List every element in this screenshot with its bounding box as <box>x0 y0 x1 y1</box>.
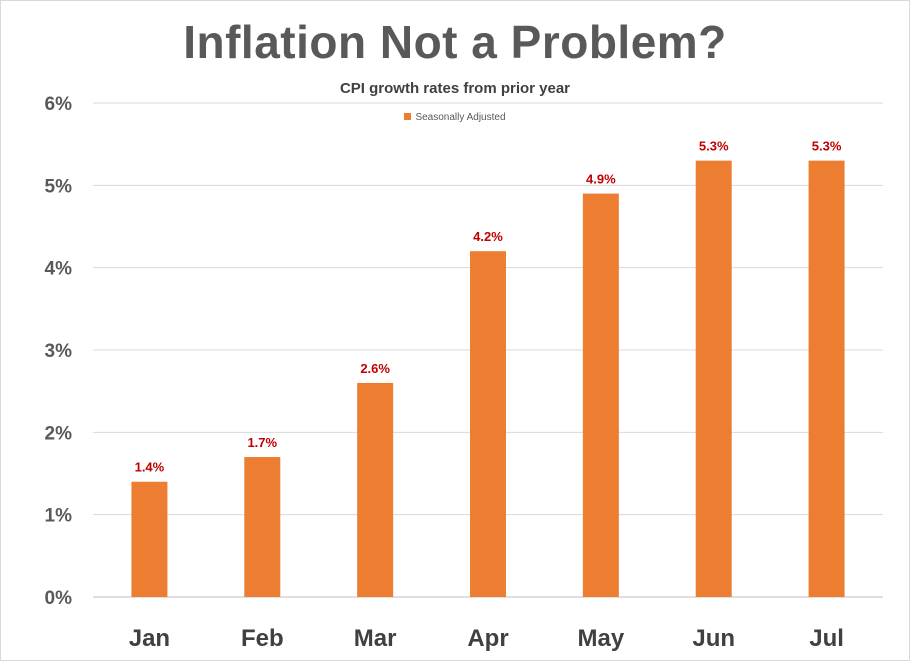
y-tick-label: 2% <box>45 423 73 444</box>
legend-swatch <box>404 113 412 120</box>
data-label: 5.3% <box>699 139 729 154</box>
data-label: 1.7% <box>247 435 277 450</box>
data-label: 4.2% <box>473 229 503 244</box>
data-label: 4.9% <box>586 172 616 187</box>
x-tick-label: Jan <box>129 625 170 652</box>
bar <box>470 251 506 597</box>
chart-title: Inflation Not a Problem? <box>183 16 727 68</box>
bar <box>244 457 281 597</box>
legend: Seasonally Adjusted <box>1 112 909 123</box>
y-tick-label: 4% <box>45 259 73 280</box>
x-tick-label: Mar <box>354 625 397 652</box>
chart-subtitle: CPI growth rates from prior year <box>339 80 571 97</box>
bar <box>808 160 845 597</box>
y-tick-label: 1% <box>45 506 73 527</box>
bar <box>131 481 168 597</box>
data-label: 2.6% <box>360 361 390 376</box>
bar <box>582 193 619 598</box>
x-tick-label: Feb <box>241 625 284 652</box>
x-tick-label: May <box>578 625 625 652</box>
data-label: 1.4% <box>135 460 165 475</box>
y-tick-label: 5% <box>45 176 73 197</box>
bar <box>695 160 732 597</box>
y-tick-label: 3% <box>45 341 73 362</box>
y-tick-label: 6% <box>45 94 73 115</box>
x-tick-label: Jun <box>692 625 735 652</box>
data-label: 5.3% <box>812 139 842 154</box>
bar <box>357 382 394 597</box>
x-tick-label: Jul <box>809 625 844 652</box>
y-tick-label: 0% <box>45 588 73 609</box>
x-tick-label: Apr <box>467 625 508 652</box>
legend-label: Seasonally Adjusted <box>415 112 506 123</box>
